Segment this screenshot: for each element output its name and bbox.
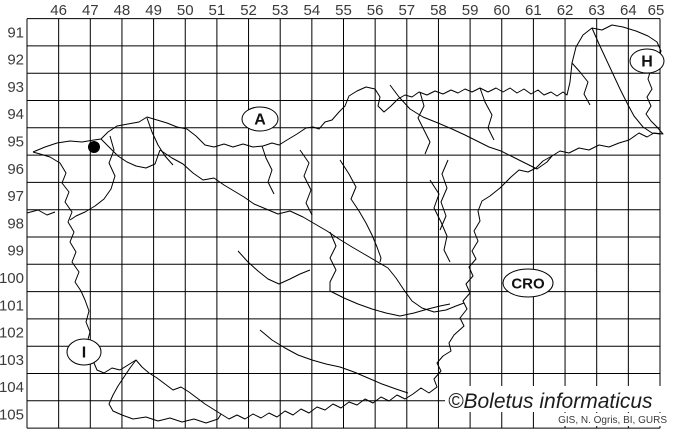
y-axis-label: 101 — [0, 297, 24, 314]
country-outline-and-rivers — [26, 24, 664, 424]
x-axis-label: 46 — [50, 2, 67, 19]
y-axis-labels: 91 92 93 94 95 96 97 98 99 100 101 102 103 104 105 — [0, 24, 24, 423]
copyright-backdrop — [445, 386, 672, 412]
river-path — [429, 179, 451, 263]
country-label-CRO: CRO — [502, 268, 554, 298]
x-axis-label: 62 — [557, 2, 574, 19]
river-path — [571, 62, 591, 106]
x-axis-label: 56 — [367, 2, 384, 19]
x-axis-label: 52 — [240, 2, 257, 19]
y-axis-label: 98 — [7, 215, 24, 232]
country-label-H: H — [629, 48, 665, 74]
country-label-text: I — [82, 345, 86, 362]
y-axis-label: 100 — [0, 270, 24, 287]
x-axis-label: 64 — [620, 2, 637, 19]
x-axis-label: 55 — [335, 2, 352, 19]
country-label-ellipse — [241, 106, 279, 132]
x-axis-labels: 46 47 48 49 50 51 52 53 54 55 56 57 58 59 60 61 62 63 64 65 — [50, 2, 664, 19]
river-path — [479, 87, 495, 141]
river-path — [339, 159, 382, 263]
river-path — [591, 27, 661, 135]
x-axis-label: 58 — [430, 2, 447, 19]
y-axis-label: 104 — [0, 379, 24, 396]
country-labels: A H CRO I — [66, 48, 665, 366]
x-axis-label: 59 — [462, 2, 479, 19]
y-axis-label: 93 — [7, 79, 24, 96]
country-border-path — [108, 359, 222, 424]
x-axis-label: 60 — [493, 2, 510, 19]
x-axis-label: 54 — [304, 2, 321, 19]
country-label-text: H — [641, 54, 653, 71]
river-path — [417, 91, 431, 155]
x-axis-label: 51 — [209, 2, 226, 19]
x-axis-label: 49 — [145, 2, 162, 19]
x-axis-label: 47 — [82, 2, 99, 19]
river-path — [100, 138, 161, 169]
river-path — [329, 231, 337, 291]
x-axis-label: 61 — [525, 2, 542, 19]
river-path — [237, 250, 311, 285]
x-axis-label: 65 — [648, 2, 665, 19]
river-path — [146, 117, 174, 166]
country-label-ellipse — [629, 48, 665, 74]
x-axis-label: 57 — [398, 2, 415, 19]
x-axis-label: 53 — [272, 2, 289, 19]
x-axis-label: 63 — [588, 2, 605, 19]
attribution-backdrop — [550, 413, 672, 426]
river-path — [389, 84, 553, 170]
y-axis-label: 96 — [7, 161, 24, 178]
country-label-I: I — [66, 338, 102, 366]
river-path — [299, 149, 313, 216]
country-label-ellipse — [502, 268, 554, 298]
y-axis-label: 94 — [7, 106, 24, 123]
y-axis-label: 102 — [0, 325, 24, 342]
river-path — [26, 209, 56, 216]
y-axis-label: 103 — [0, 352, 24, 369]
country-label-text: CRO — [511, 276, 545, 293]
x-axis-label: 50 — [177, 2, 194, 19]
country-label-A: A — [241, 106, 279, 132]
river-path — [261, 145, 275, 195]
country-label-ellipse — [66, 338, 102, 366]
attribution-text: GIS, N. Ogris, BI, GURS — [558, 415, 667, 426]
country-label-text: A — [254, 112, 266, 129]
y-axis-label: 99 — [7, 243, 24, 260]
copyright-text: ©Boletus informaticus — [448, 390, 653, 413]
grid-lines — [26, 18, 661, 429]
river-path — [439, 159, 449, 231]
river-path — [69, 135, 116, 221]
country-border-path — [32, 24, 664, 420]
record-marker-dot[interactable] — [88, 141, 100, 153]
river-path — [259, 329, 409, 394]
y-axis-label: 95 — [7, 133, 24, 150]
y-axis-label: 91 — [7, 24, 24, 41]
river-path — [159, 149, 465, 313]
river-path — [329, 290, 451, 317]
y-axis-label: 97 — [7, 188, 24, 205]
y-axis-label: 105 — [0, 406, 24, 423]
y-axis-label: 92 — [7, 52, 24, 69]
x-axis-label: 48 — [114, 2, 131, 19]
